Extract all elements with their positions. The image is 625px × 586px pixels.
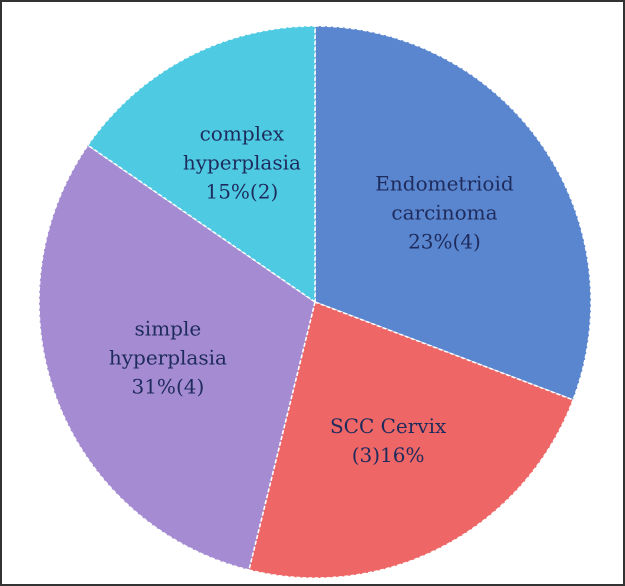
pie-slice bbox=[38, 144, 316, 571]
category-label: Endometrioid carcinoma bbox=[375, 171, 514, 225]
value-label: 31%(4) bbox=[131, 374, 205, 399]
value-label: 23%(4) bbox=[408, 229, 481, 254]
pie-slice bbox=[86, 25, 316, 304]
category-label: SCC Cervix bbox=[329, 414, 447, 439]
slice-label: SCC Cervix (3)16% bbox=[308, 412, 468, 470]
pie-slice bbox=[248, 300, 575, 579]
category-label: simple hyperplasia bbox=[108, 316, 227, 370]
category-label: complex hyperplasia bbox=[182, 121, 301, 175]
value-label: 15%(2) bbox=[205, 179, 279, 204]
slice-label: Endometrioid carcinoma 23%(4) bbox=[364, 169, 524, 256]
slice-label: simple hyperplasia 31%(4) bbox=[88, 314, 248, 401]
slice-label: complex hyperplasia 15%(2) bbox=[162, 119, 322, 206]
value-label: (3)16% bbox=[351, 443, 425, 468]
pie-slice bbox=[314, 25, 592, 401]
